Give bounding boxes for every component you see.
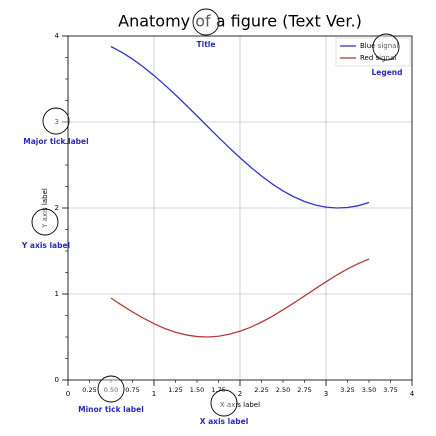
x-minor-tick-label: 3.75 <box>383 386 397 394</box>
signal-line <box>110 258 370 338</box>
x-tick-label: 3 <box>324 390 328 398</box>
legend-label: Blue signal <box>360 42 398 50</box>
x-tick-label: 4 <box>410 390 415 398</box>
x-minor-tick-label: 2.50 <box>276 386 290 394</box>
annotation-circle <box>31 208 59 236</box>
signal-line <box>110 45 370 209</box>
annotation-label: Minor tick label <box>78 405 144 414</box>
x-minor-tick-label: 1.75 <box>211 386 225 394</box>
x-minor-tick-label: 0.25 <box>82 386 96 394</box>
annotation-circle <box>192 8 220 36</box>
x-tick-label: 0 <box>66 390 70 398</box>
x-tick-label: 2 <box>238 390 242 398</box>
x-tick-label: 1 <box>152 390 156 398</box>
chart-title: Anatomy of a figure (Text Ver.) <box>118 12 362 31</box>
annotation-circle <box>97 375 125 403</box>
y-tick-label: 2 <box>55 204 59 212</box>
y-axis-label: Y axis label <box>41 188 49 229</box>
x-minor-tick-label: 1.25 <box>168 386 182 394</box>
legend-label: Red signal <box>360 54 396 62</box>
y-tick-label: 0 <box>55 376 59 384</box>
annotation-circle <box>42 107 70 135</box>
x-minor-tick-label: 0.75 <box>125 386 139 394</box>
y-tick-label: 4 <box>55 32 60 40</box>
x-minor-tick-label: 3.50 <box>362 386 376 394</box>
x-minor-tick-label: 0.50 <box>104 386 118 394</box>
plot-frame <box>67 35 413 381</box>
annotation-label: X axis label <box>200 417 249 426</box>
annotation-circle <box>210 389 238 417</box>
x-minor-tick-label: 3.25 <box>340 386 354 394</box>
y-tick-label: 3 <box>55 118 59 126</box>
y-tick-label: 1 <box>55 290 59 298</box>
annotation-label: Major tick label <box>23 137 88 146</box>
annotation-circle <box>372 33 400 61</box>
x-minor-tick-label: 1.50 <box>190 386 204 394</box>
annotation-label: Title <box>197 40 216 49</box>
x-minor-tick-label: 2.25 <box>254 386 268 394</box>
annotation-label: Y axis label <box>21 241 70 250</box>
x-axis-label: X axis label <box>220 401 260 409</box>
annotation-label: Legend <box>371 68 402 77</box>
x-minor-tick-label: 2.75 <box>297 386 311 394</box>
